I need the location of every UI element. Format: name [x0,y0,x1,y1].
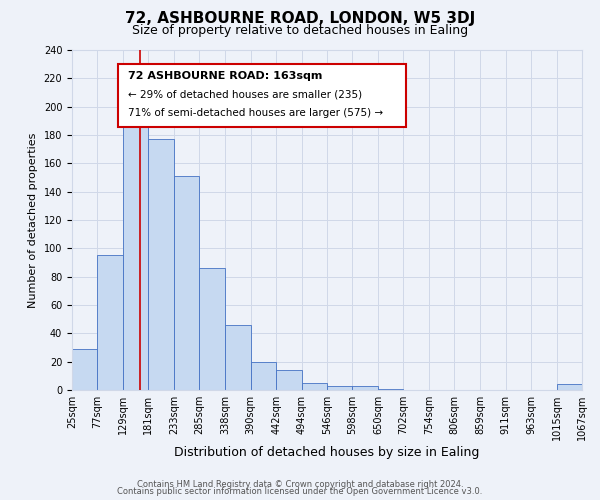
Bar [225,325,251,390]
FancyBboxPatch shape [118,64,406,126]
Bar [557,384,582,390]
Bar [302,383,327,390]
Bar [72,349,97,390]
Bar [97,256,123,390]
Bar [123,124,148,390]
Bar [174,176,199,390]
Text: Contains HM Land Registry data © Crown copyright and database right 2024.: Contains HM Land Registry data © Crown c… [137,480,463,489]
Bar [199,268,225,390]
Text: 72 ASHBOURNE ROAD: 163sqm: 72 ASHBOURNE ROAD: 163sqm [128,71,322,81]
Text: 72, ASHBOURNE ROAD, LONDON, W5 3DJ: 72, ASHBOURNE ROAD, LONDON, W5 3DJ [125,11,475,26]
Text: 71% of semi-detached houses are larger (575) →: 71% of semi-detached houses are larger (… [128,108,383,118]
Bar [276,370,302,390]
Text: ← 29% of detached houses are smaller (235): ← 29% of detached houses are smaller (23… [128,90,362,100]
Bar [378,388,403,390]
Text: Size of property relative to detached houses in Ealing: Size of property relative to detached ho… [132,24,468,37]
X-axis label: Distribution of detached houses by size in Ealing: Distribution of detached houses by size … [175,446,479,459]
Y-axis label: Number of detached properties: Number of detached properties [28,132,38,308]
Bar [148,139,174,390]
Bar [352,386,378,390]
Bar [251,362,276,390]
Bar [327,386,352,390]
Text: Contains public sector information licensed under the Open Government Licence v3: Contains public sector information licen… [118,488,482,496]
